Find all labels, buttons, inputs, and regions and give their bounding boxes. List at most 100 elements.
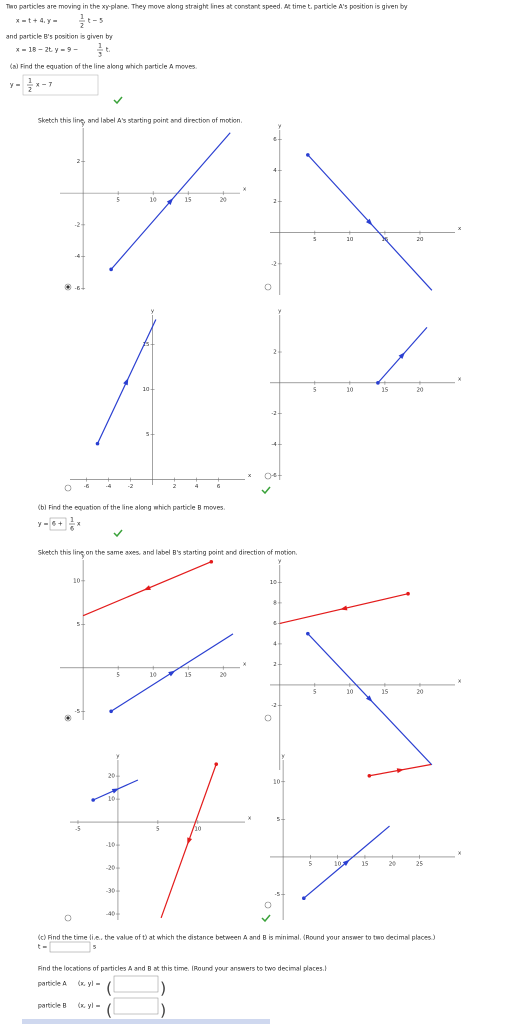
y-tick-label: 10: [143, 387, 150, 393]
y-tick-label: -2: [271, 411, 276, 417]
instruction: Sketch this line, and label A's starting…: [38, 118, 242, 125]
x-tick-label: 5: [116, 198, 120, 204]
input-b[interactable]: [113, 997, 159, 1015]
y-tick-label: 5: [77, 622, 81, 628]
y-tick-label: 6: [273, 621, 277, 627]
y-tick-label: -10: [106, 843, 115, 849]
label: particle B: [38, 1003, 67, 1010]
frac-den: 3: [98, 52, 102, 59]
radio[interactable]: [64, 484, 72, 492]
radio[interactable]: [264, 472, 272, 480]
direction-arrow: [111, 788, 120, 794]
y-tick-label: -6: [271, 473, 277, 479]
direction-arrow: [166, 198, 174, 205]
frac-num: 1: [28, 78, 32, 85]
paren: (: [106, 979, 112, 998]
direction-arrow: [340, 605, 348, 611]
radio[interactable]: [264, 901, 272, 909]
start-point: [406, 591, 410, 596]
label: (x, y) =: [78, 1003, 101, 1010]
question: (b) Find the equation of the line along …: [38, 505, 225, 512]
x-tick-label: -6: [84, 484, 90, 490]
y-tick-label: 5: [146, 432, 150, 438]
paren: (: [106, 1001, 112, 1020]
y-tick-label: 15: [143, 342, 150, 348]
y-tick-label: 2: [273, 350, 277, 356]
direction-arrow: [365, 695, 373, 703]
radio[interactable]: [264, 283, 272, 291]
y-tick-label: -4: [271, 442, 277, 448]
x-tick-label: 10: [194, 827, 201, 833]
y-tick-label: -5: [275, 892, 281, 898]
input-a[interactable]: [113, 975, 159, 993]
x-tick-label: 5: [156, 827, 160, 833]
start-point: [95, 441, 100, 446]
answer: y =: [10, 82, 21, 89]
text: and particle B's position is given by: [6, 34, 113, 41]
y-tick-label: 4: [273, 168, 277, 174]
start-point: [367, 773, 372, 778]
answer: x − 7: [36, 82, 52, 89]
y-tick-label: -2: [75, 222, 80, 228]
radio-dot: [66, 716, 70, 720]
x-tick-label: 15: [381, 689, 388, 695]
y-tick-label: -2: [271, 261, 276, 267]
start-point: [306, 631, 310, 636]
start-point: [302, 896, 306, 901]
x-axis-label: x: [458, 376, 462, 382]
radio-dot: [66, 285, 70, 289]
x-tick-label: 20: [389, 861, 396, 867]
y-tick-label: 4: [273, 641, 277, 647]
frac-den: 2: [80, 23, 84, 30]
start-point: [306, 153, 310, 157]
y-tick-label: -5: [75, 709, 81, 715]
direction-arrow: [365, 218, 373, 226]
y-tick-label: 10: [108, 797, 115, 803]
y-tick-label: 10: [73, 578, 80, 584]
eq-b: x = 18 − 2t, y = 9 −: [16, 47, 78, 54]
instruction: Find the locations of particles A and B …: [38, 966, 327, 973]
x-tick-label: -5: [75, 827, 81, 833]
x-tick-label: 5: [116, 672, 120, 678]
answer: 6 +: [52, 521, 63, 528]
paren: ): [160, 979, 166, 998]
y-tick-label: 8: [273, 600, 277, 606]
direction-arrow: [342, 859, 350, 867]
y-tick-label: 2: [273, 199, 277, 205]
paren: ): [160, 1001, 166, 1020]
x-axis-label: x: [243, 661, 247, 667]
radio[interactable]: [64, 914, 72, 922]
x-tick-label: 20: [416, 387, 423, 393]
answer-box[interactable]: [22, 74, 99, 96]
x-tick-label: -2: [128, 484, 133, 490]
x-tick-label: 15: [185, 198, 192, 204]
start-point: [91, 798, 95, 802]
answer: y =: [38, 521, 49, 528]
y-tick-label: 5: [277, 817, 281, 823]
y-axis-label: y: [116, 754, 120, 760]
direction-arrow: [398, 352, 406, 359]
x-tick-label: 6: [217, 484, 221, 490]
x-axis-label: x: [458, 226, 462, 232]
frac-num: 1: [70, 517, 74, 524]
x-tick-label: 10: [150, 198, 157, 204]
answer-box[interactable]: [49, 517, 67, 531]
x-tick-label: 10: [334, 861, 341, 867]
radio[interactable]: [264, 714, 272, 722]
x-axis-label: x: [458, 678, 462, 684]
answer: x: [77, 521, 81, 528]
x-tick-label: 15: [381, 237, 388, 243]
x-tick-label: 10: [346, 387, 353, 393]
x-tick-label: 5: [309, 861, 313, 867]
check: [113, 529, 123, 538]
question: (a) Find the equation of the line along …: [10, 64, 197, 71]
eq-a: t − 5: [88, 18, 103, 25]
label: t =: [38, 944, 47, 951]
intro: Two particles are moving in the xy-plane…: [5, 4, 408, 11]
t-input[interactable]: [49, 941, 91, 953]
y-tick-label: 2: [273, 662, 277, 668]
x-tick-label: 20: [220, 198, 227, 204]
y-axis-label: y: [281, 754, 285, 760]
y-axis-label: y: [81, 122, 85, 128]
